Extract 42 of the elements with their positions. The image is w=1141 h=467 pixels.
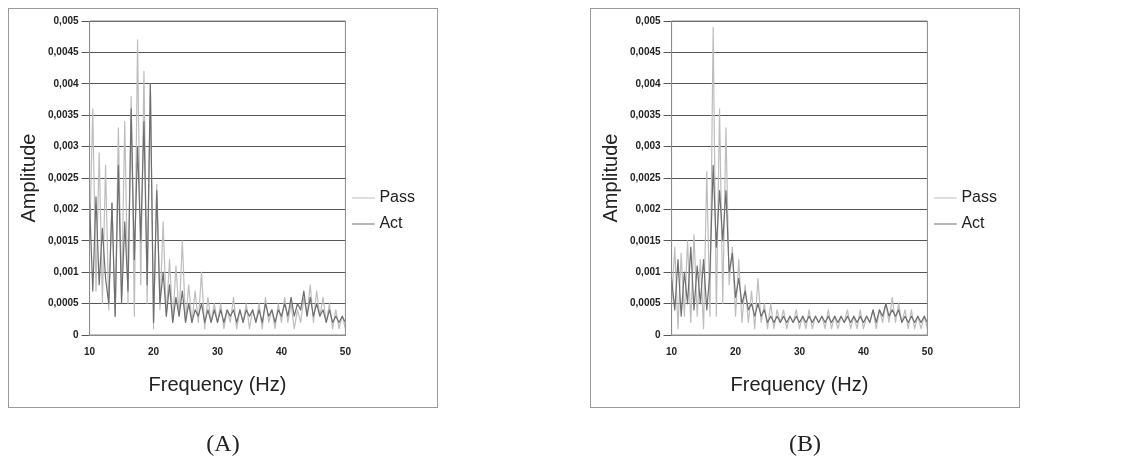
- x-axis-title: Frequency (Hz): [148, 372, 287, 395]
- y-tick-label: 0,002: [635, 203, 662, 215]
- y-tick-label: 0: [655, 328, 662, 340]
- y-tick-label: 0,0005: [629, 297, 662, 309]
- x-tick-label: 10: [84, 345, 96, 357]
- y-tick-label: 0,005: [635, 14, 662, 26]
- x-tick-label: 40: [857, 345, 870, 357]
- text: (B): [788, 430, 822, 457]
- y-axis-title: Amplitude: [16, 133, 39, 223]
- y-tick-label: 0,0015: [47, 234, 80, 246]
- x-tick-label: 50: [921, 345, 934, 357]
- x-tick-label: 20: [729, 345, 742, 357]
- x-tick-label: 30: [793, 345, 806, 357]
- y-tick-label: 0,0015: [629, 234, 662, 246]
- y-tick-label: 0: [73, 328, 80, 340]
- legend-label: Pass: [379, 188, 416, 206]
- y-tick-label: 0,001: [635, 265, 662, 277]
- y-axis-title: Amplitude: [598, 133, 621, 223]
- y-tick-label: 0,004: [53, 77, 80, 89]
- y-tick-label: 0,003: [53, 140, 80, 152]
- x-tick-label: 20: [147, 345, 160, 357]
- y-tick-label: 0,0035: [629, 108, 662, 120]
- y-tick-label: 0,004: [635, 77, 662, 89]
- x-tick-label: 10: [666, 345, 678, 357]
- text: (A): [205, 430, 241, 457]
- y-tick-label: 0,001: [53, 265, 80, 277]
- y-tick-label: 0,0025: [629, 171, 662, 183]
- y-tick-label: 0,0005: [47, 297, 80, 309]
- y-tick-label: 0,002: [53, 203, 80, 215]
- legend-label: Act: [961, 214, 986, 232]
- y-tick-label: 0,0045: [629, 46, 662, 58]
- y-tick-label: 0,003: [635, 140, 662, 152]
- legend-label: Pass: [961, 188, 998, 206]
- x-tick-label: 30: [211, 345, 224, 357]
- y-tick-label: 0,0035: [47, 108, 80, 120]
- x-tick-label: 40: [275, 345, 288, 357]
- y-tick-label: 0,0025: [47, 171, 80, 183]
- x-axis-title: Frequency (Hz): [730, 372, 869, 395]
- legend-label: Act: [379, 214, 404, 232]
- y-tick-label: 0,0045: [47, 46, 80, 58]
- x-tick-label: 50: [339, 345, 352, 357]
- y-tick-label: 0,005: [53, 14, 80, 26]
